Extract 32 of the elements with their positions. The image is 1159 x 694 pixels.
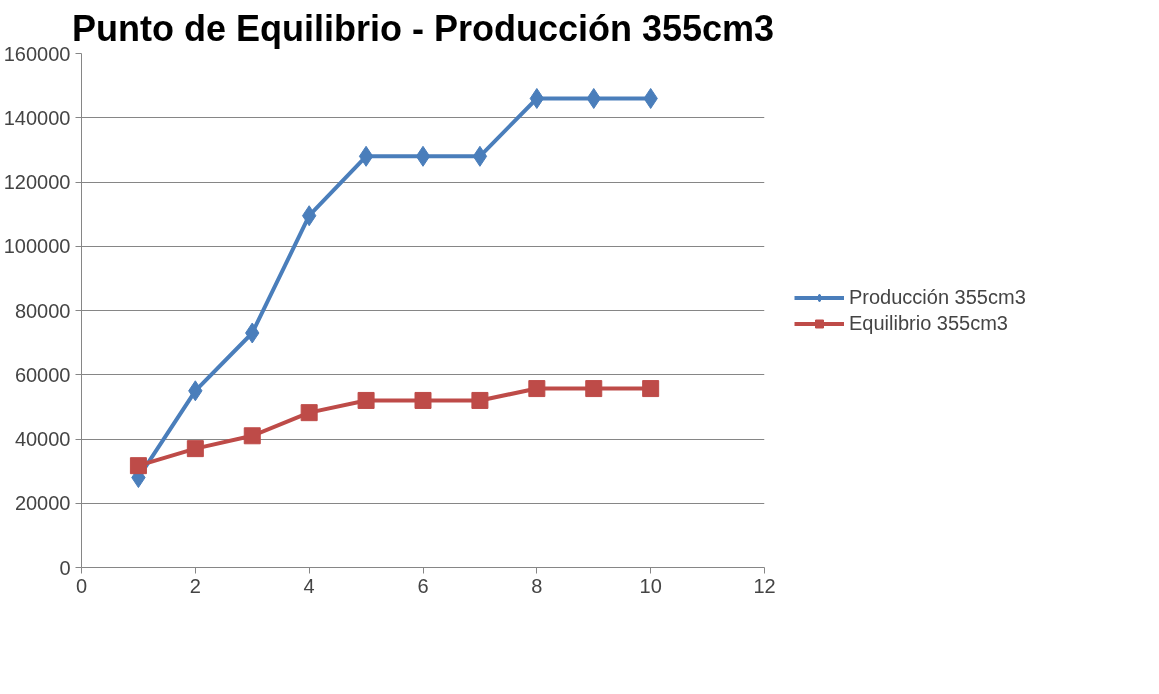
y-tick-label: 40000 [14,428,71,450]
x-tick-label: 6 [417,574,429,597]
x-tick-label: 10 [639,574,662,597]
x-tick-label: 2 [189,574,201,597]
point [528,380,546,398]
point [414,391,432,409]
y-tick-label: 120000 [3,171,71,193]
point [243,427,261,445]
x-tick-label: 0 [75,574,88,597]
y-tick-label: 0 [59,556,71,579]
x-tick-label: 4 [303,574,315,597]
point [357,391,375,409]
point [585,380,603,398]
point [415,145,431,167]
y-tick-label: 80000 [14,299,71,322]
point [472,145,488,167]
point [186,440,204,458]
x-tick-label: 8 [531,574,543,597]
y-tick-label: 140000 [3,106,71,129]
y-tick-label: 60000 [14,363,71,386]
y-tick-label: 160000 [3,42,71,65]
point [300,404,318,422]
point [358,145,374,167]
chart-title: Punto de Equilibrio - Producción 355cm3 [71,7,775,49]
point [129,457,147,475]
y-tick-label: 20000 [14,492,71,515]
legend-label: Equilibrio 355cm3 [849,311,1008,335]
y-tick-label: 100000 [3,235,71,258]
x-tick-label: 12 [753,574,776,597]
point [471,391,489,409]
legend-label: Producción 355cm3 [849,285,1026,309]
point [642,380,660,398]
